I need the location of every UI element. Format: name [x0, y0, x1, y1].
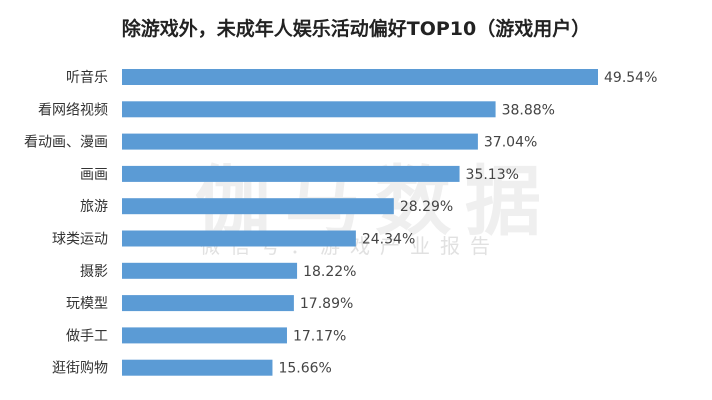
category-label: 画画 [80, 167, 108, 183]
value-label: 49.54% [604, 70, 657, 86]
category-label: 看网络视频 [38, 102, 108, 118]
bar [122, 295, 294, 312]
value-label: 17.17% [293, 328, 346, 344]
value-label: 28.29% [400, 199, 453, 215]
category-label: 听音乐 [66, 69, 108, 86]
category-label: 逛街购物 [52, 361, 108, 377]
value-label: 38.88% [502, 102, 555, 118]
chart-title: 除游戏外，未成年人娱乐活动偏好TOP10（游戏用户） [121, 18, 591, 40]
category-label: 玩模型 [66, 296, 108, 312]
bar [122, 198, 394, 215]
value-label: 15.66% [278, 361, 331, 377]
category-label: 看动画、漫画 [24, 135, 108, 151]
value-label: 24.34% [362, 232, 415, 248]
category-label: 旅游 [80, 199, 108, 215]
bar [122, 101, 496, 118]
value-label: 18.22% [303, 264, 356, 280]
category-label: 摄影 [80, 264, 108, 280]
bar [122, 262, 298, 279]
bar [122, 359, 273, 376]
category-label: 球类运动 [52, 232, 108, 248]
value-label: 35.13% [466, 167, 519, 183]
bar [122, 165, 460, 182]
bar [122, 230, 356, 247]
bar [122, 69, 598, 85]
value-label: 17.89% [300, 296, 353, 312]
value-label: 37.04% [484, 135, 537, 151]
category-label: 做手工 [66, 328, 108, 344]
bar [122, 133, 478, 150]
bar [122, 327, 287, 344]
